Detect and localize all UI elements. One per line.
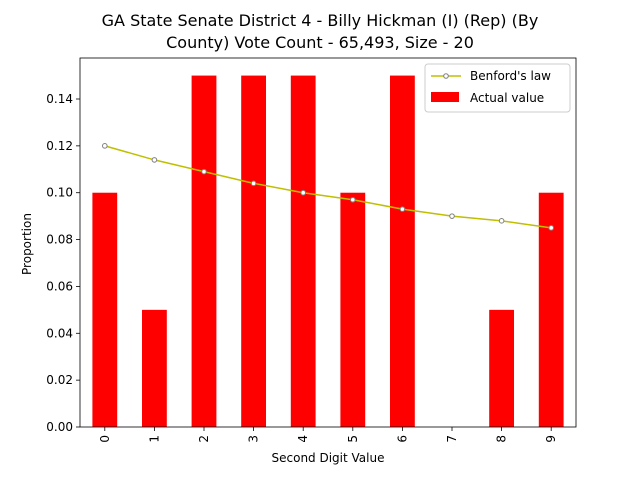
benford-point-6 bbox=[399, 206, 406, 212]
plot-frame bbox=[79, 57, 577, 428]
bar-4 bbox=[290, 75, 316, 428]
benford-point-8 bbox=[498, 218, 505, 224]
benford-point-3 bbox=[250, 180, 257, 187]
bar-1 bbox=[142, 309, 167, 427]
y-tick-label-0.06: 0.06 bbox=[46, 279, 73, 293]
x-tick-label-2: 2 bbox=[197, 435, 211, 443]
x-tick-label-4: 4 bbox=[296, 435, 310, 443]
y-tick-label-0.12: 0.12 bbox=[46, 139, 73, 153]
chart-title-line-1: GA State Senate District 4 - Billy Hickm… bbox=[101, 11, 539, 30]
benford-point-9 bbox=[548, 225, 555, 231]
bar-5 bbox=[340, 192, 366, 427]
bar-0 bbox=[92, 192, 118, 427]
bar-2 bbox=[191, 75, 217, 428]
benford-point-4 bbox=[300, 189, 307, 196]
y-tick-label-0.08: 0.08 bbox=[46, 233, 73, 247]
x-tick-label-0: 0 bbox=[98, 435, 112, 443]
y-tick-label-0.00: 0.00 bbox=[46, 420, 73, 434]
benford-point-2 bbox=[201, 168, 207, 175]
legend-bar-swatch bbox=[431, 92, 459, 102]
legend-label-benford: Benford's law bbox=[470, 69, 551, 83]
benford-line-group bbox=[102, 143, 555, 231]
y-tick-label-0.02: 0.02 bbox=[46, 373, 73, 387]
legend-label-actual: Actual value bbox=[470, 91, 544, 105]
y-axis-label: Proportion bbox=[20, 213, 34, 275]
x-tick-label-6: 6 bbox=[395, 435, 409, 443]
legend-box bbox=[424, 63, 571, 113]
bars-group bbox=[92, 75, 564, 428]
bar-8 bbox=[489, 309, 514, 427]
bar-3 bbox=[241, 75, 266, 428]
y-tick-label-0.10: 0.10 bbox=[46, 186, 73, 200]
x-tick-label-9: 9 bbox=[544, 435, 558, 443]
bar-6 bbox=[390, 75, 415, 428]
benford-point-1 bbox=[151, 157, 158, 163]
benford-point-5 bbox=[350, 196, 356, 203]
chart-title-line-2: County) Vote Count - 65,493, Size - 20 bbox=[166, 33, 474, 52]
bar-9 bbox=[538, 192, 564, 427]
x-tick-label-5: 5 bbox=[346, 435, 360, 443]
x-tick-label-7: 7 bbox=[445, 435, 459, 443]
benford-point-7 bbox=[449, 213, 455, 219]
y-tick-label-0.14: 0.14 bbox=[46, 92, 73, 106]
x-tick-label-1: 1 bbox=[147, 435, 161, 443]
x-tick-label-8: 8 bbox=[495, 435, 509, 443]
legend: Benford's law Actual value bbox=[424, 63, 571, 113]
axes-group: 0.00 0.02 0.04 0.06 0.08 0.10 0.12 0.14 0 1 2 3 4 5 6 7… bbox=[46, 57, 577, 443]
y-tick-label-0.04: 0.04 bbox=[46, 326, 73, 340]
legend-line-marker bbox=[443, 73, 449, 79]
benford-point-0 bbox=[102, 143, 108, 149]
benford-line bbox=[104, 145, 552, 229]
x-tick-label-3: 3 bbox=[247, 435, 261, 443]
x-axis-label: Second Digit Value bbox=[272, 451, 385, 465]
